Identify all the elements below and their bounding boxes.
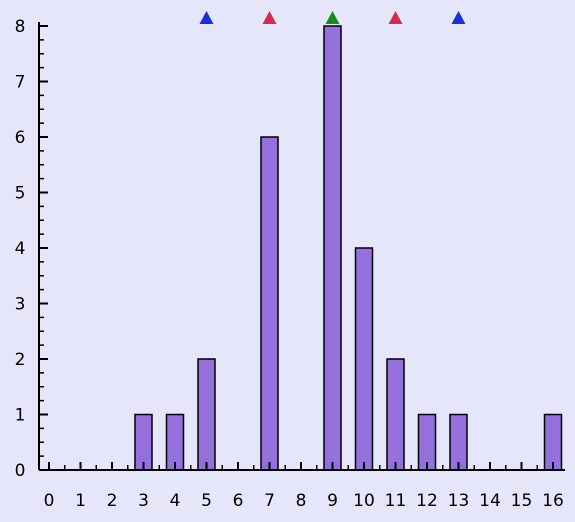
x-tick-label-6: 6	[233, 491, 244, 511]
bar-10	[354, 247, 374, 471]
x-tick-label-4: 4	[170, 491, 181, 511]
bar-4	[165, 413, 185, 471]
bar-16	[543, 413, 563, 471]
bar-12	[417, 413, 437, 471]
y-tick-label-6: 6	[15, 128, 26, 148]
x-tick-label-2: 2	[107, 491, 118, 511]
bar-3	[134, 413, 153, 471]
x-tick-label-3: 3	[138, 491, 149, 511]
bar-7	[260, 136, 279, 471]
y-tick-label-2: 2	[15, 350, 26, 370]
x-tick-label-13: 13	[448, 491, 470, 511]
x-tick-label-7: 7	[264, 491, 275, 511]
x-tick-label-1: 1	[75, 491, 86, 511]
x-tick-label-0: 0	[44, 491, 55, 511]
x-tick-label-11: 11	[385, 491, 407, 511]
y-tick-label-4: 4	[15, 239, 26, 259]
marker-triangle-9	[325, 11, 340, 24]
bar-9	[323, 25, 342, 471]
y-tick-label-5: 5	[15, 184, 26, 204]
bar-11	[386, 358, 405, 471]
y-tick-label-3: 3	[15, 295, 26, 315]
x-tick-label-15: 15	[511, 491, 533, 511]
y-tick-label-7: 7	[15, 73, 26, 93]
markers-group	[199, 11, 466, 24]
x-tick-label-9: 9	[327, 491, 338, 511]
x-tick-label-12: 12	[416, 491, 438, 511]
marker-triangle-5	[199, 11, 214, 24]
bars-group	[134, 25, 563, 471]
x-tick-label-8: 8	[296, 491, 307, 511]
x-tick-label-14: 14	[479, 491, 501, 511]
marker-triangle-7	[262, 11, 277, 24]
x-tick-label-5: 5	[201, 491, 212, 511]
bar-13	[449, 413, 468, 471]
x-tick-label-16: 16	[542, 491, 564, 511]
y-tick-label-1: 1	[15, 406, 26, 426]
marker-triangle-13	[451, 11, 466, 24]
x-tick-label-10: 10	[353, 491, 375, 511]
y-tick-label-0: 0	[15, 461, 26, 481]
bar-5	[197, 358, 216, 471]
marker-triangle-11	[388, 11, 403, 24]
y-tick-label-8: 8	[15, 17, 26, 37]
